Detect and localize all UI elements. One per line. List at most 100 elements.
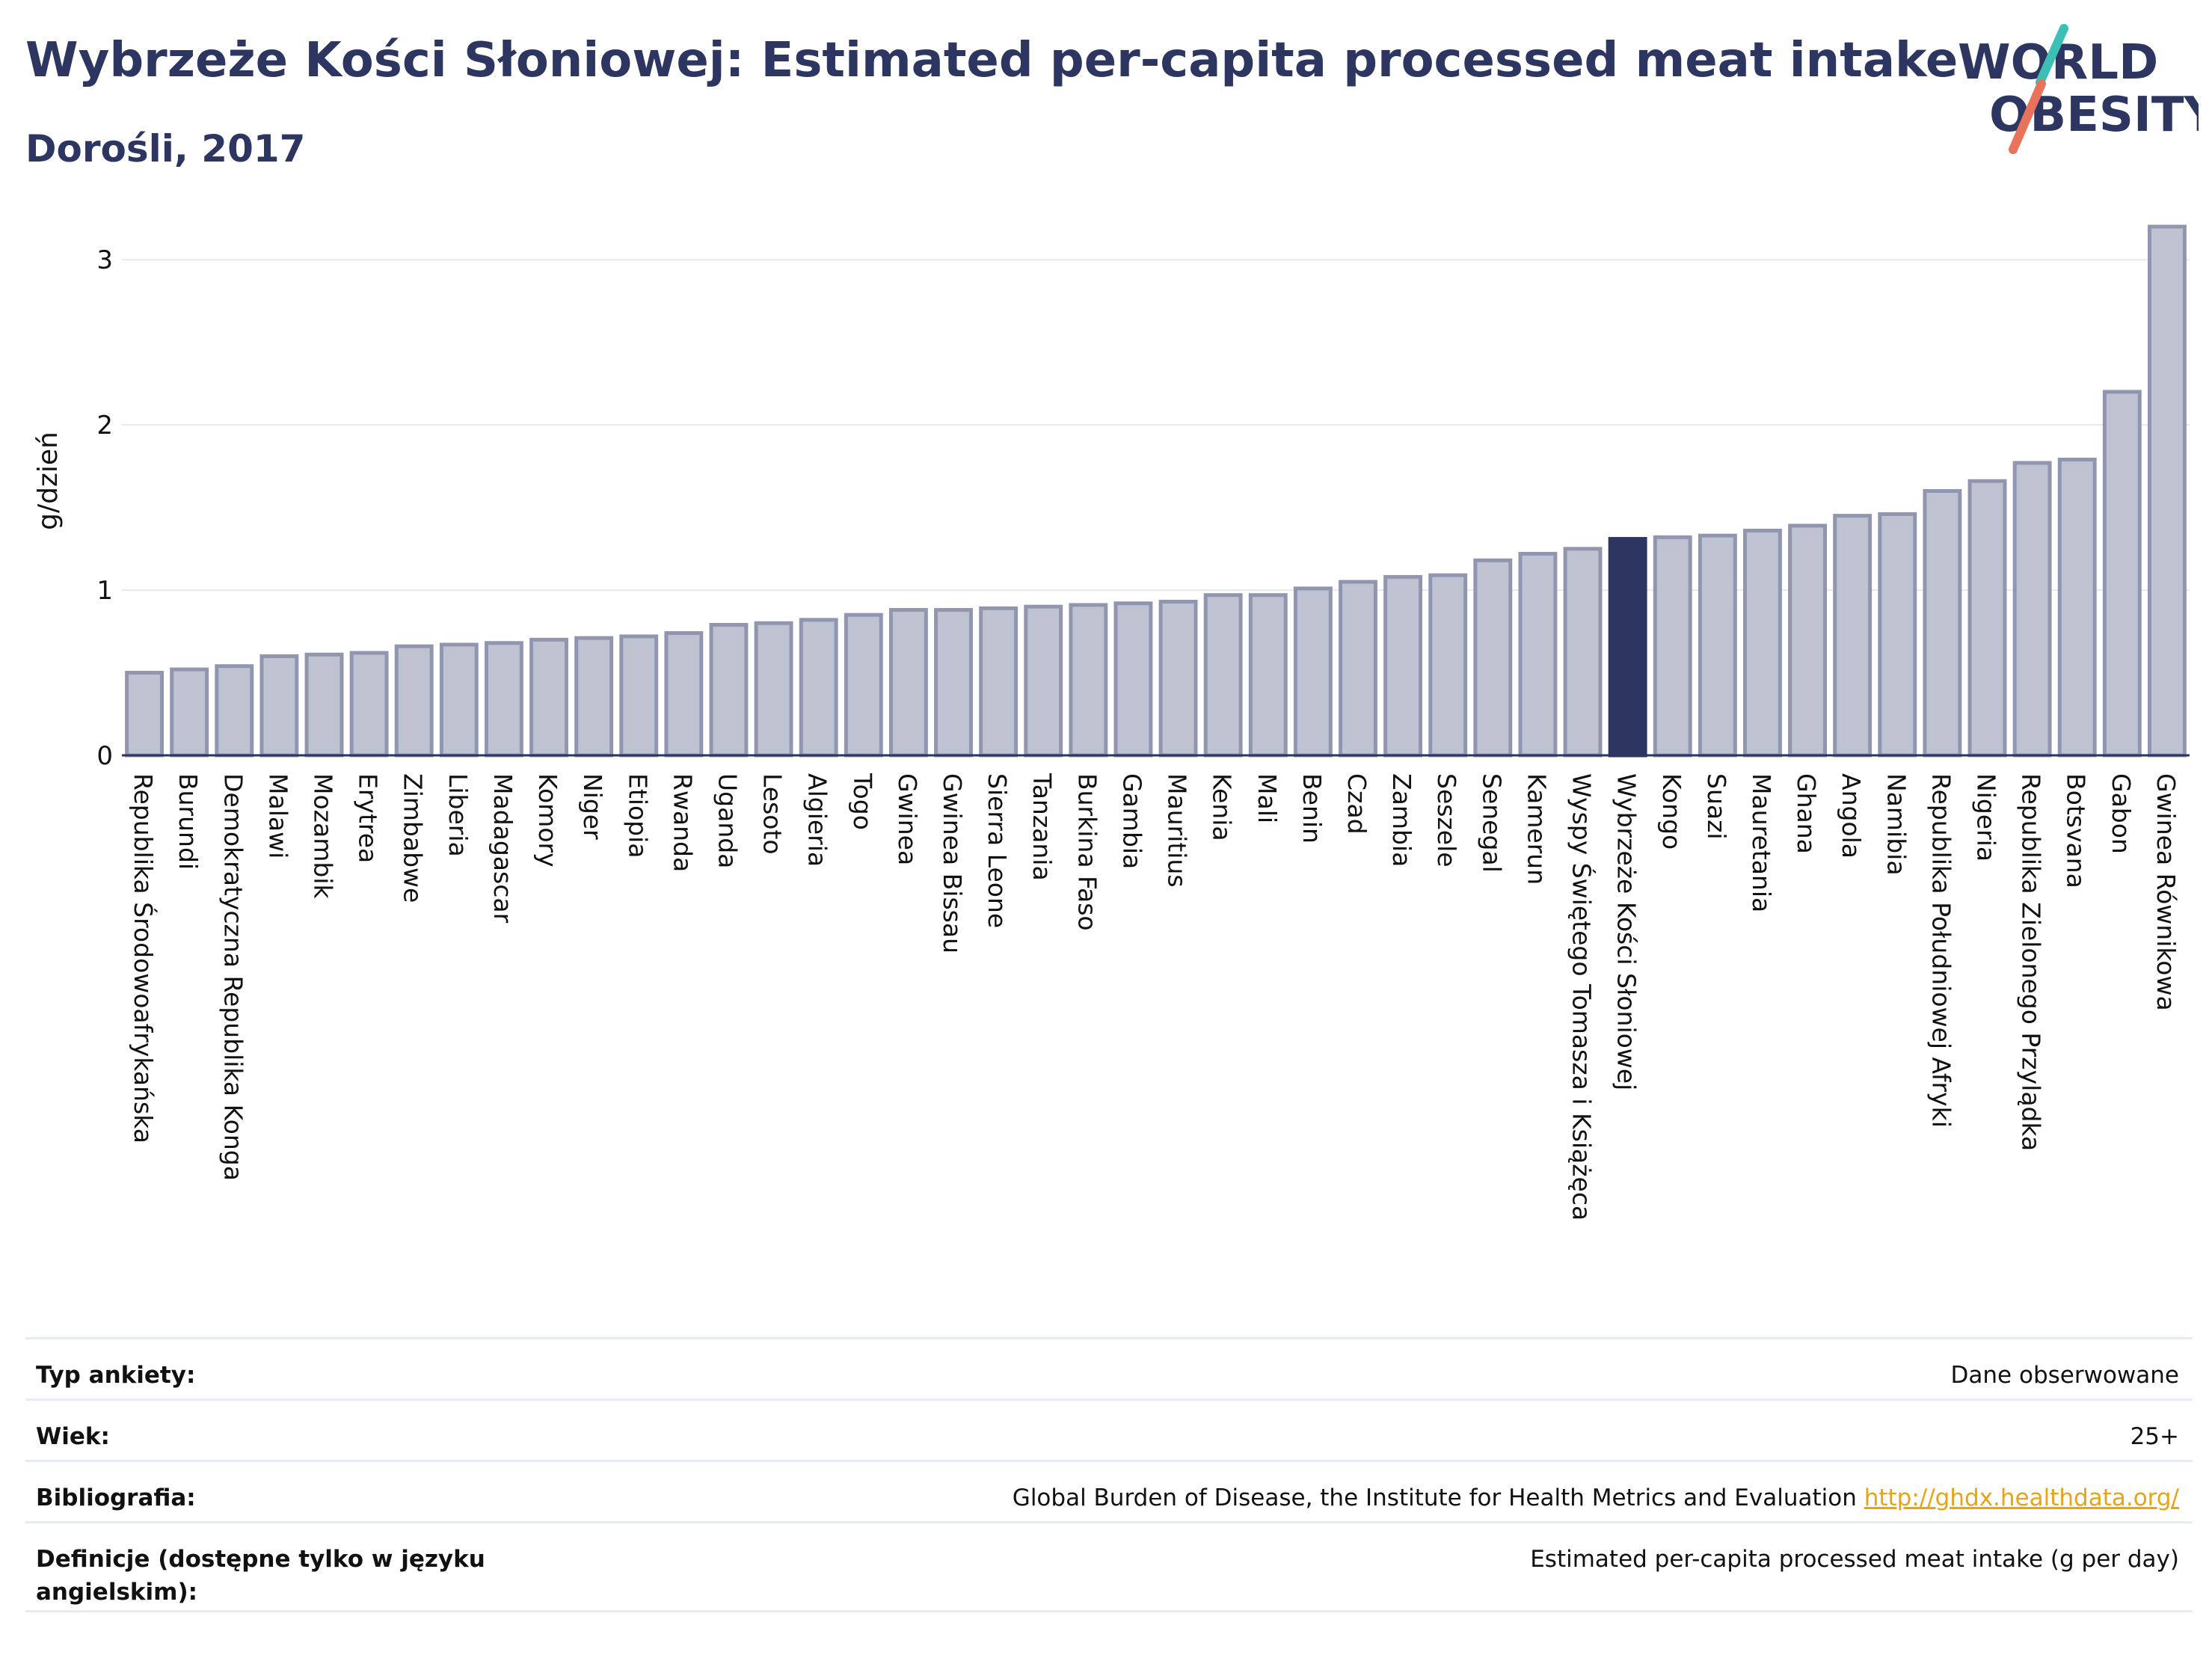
info-label: Typ ankiety:: [36, 1362, 196, 1389]
x-tick-label: Republika Zielonego Przylądka: [2017, 773, 2046, 1151]
bar-0: [125, 671, 164, 758]
info-value-text: 25+: [2130, 1423, 2179, 1450]
x-tick-label: Komory: [533, 773, 562, 868]
bar-44: [2102, 390, 2142, 758]
y-tick-label: 3: [96, 245, 113, 275]
x-tick-label: Rwanda: [668, 773, 697, 872]
info-label: Definicje (dostępne tylko w języku angie…: [36, 1546, 485, 1606]
bar-32: [1563, 547, 1603, 758]
bar-26: [1293, 586, 1333, 758]
x-tick-label: Zambia: [1387, 773, 1416, 867]
bar-45: [2148, 224, 2187, 758]
x-tick-label: Liberia: [443, 773, 473, 857]
bar-22: [1113, 601, 1153, 758]
bar-6: [394, 644, 434, 758]
bar-9: [529, 637, 568, 758]
x-tick-label: Gwinea Równikowa: [2151, 773, 2181, 1011]
x-tick-label: Kongo: [1657, 773, 1686, 850]
x-tick-label: Sierra Leone: [983, 773, 1012, 928]
bar-15: [799, 618, 838, 758]
bar-28: [1383, 574, 1423, 758]
x-tick-label: Wyspy Świętego Tomasza i Książęca: [1567, 773, 1597, 1220]
info-value-text: Estimated per-capita processed meat inta…: [1530, 1546, 2179, 1573]
bar-34: [1653, 535, 1692, 758]
x-tick-label: Gambia: [1117, 773, 1146, 869]
info-label: Wiek:: [36, 1423, 110, 1450]
bar-27: [1339, 580, 1377, 758]
x-tick-label: Niger: [578, 773, 607, 840]
x-tick-label: Algieria: [803, 773, 832, 867]
bar-7: [439, 642, 479, 758]
bar-4: [304, 652, 344, 758]
x-tick-label: Czad: [1342, 773, 1371, 835]
info-table: Typ ankiety: Dane obserwowane Wiek: 25+ Bibl…: [25, 1337, 2193, 1612]
x-tick-label: Tanzania: [1027, 773, 1057, 881]
bar-40: [1923, 489, 1962, 758]
bar-18: [934, 608, 973, 758]
y-tick-label: 2: [96, 411, 113, 440]
info-value: Estimated per-capita processed meat inta…: [1530, 1543, 2179, 1576]
bar-43: [2057, 458, 2097, 758]
x-tick-label: Senegal: [1477, 773, 1506, 873]
x-tick-label: Wybrzeże Kości Słoniowej: [1612, 773, 1641, 1090]
bar-10: [574, 636, 614, 758]
x-tick-label: Namibia: [1881, 773, 1911, 876]
info-row: Bibliografia: Global Burden of Disease, t…: [25, 1460, 2193, 1521]
bar-29: [1428, 573, 1468, 758]
bar-14: [754, 621, 793, 758]
bar-13: [709, 622, 749, 758]
x-tick-label: Demokratyczna Republika Konga: [218, 773, 248, 1181]
bar-25: [1248, 593, 1288, 758]
info-value: Dane obserwowane: [1951, 1359, 2179, 1392]
x-tick-label: Ghana: [1792, 773, 1821, 854]
bar-17: [888, 608, 928, 758]
info-value-text: Dane obserwowane: [1950, 1362, 2179, 1389]
bar-21: [1069, 603, 1108, 758]
x-tick-label: Republika Południowej Afryki: [1926, 773, 1956, 1128]
x-tick-label: Malawi: [263, 773, 292, 859]
x-tick-label: Botsvana: [2062, 773, 2091, 888]
bar-39: [1878, 512, 1917, 758]
bar-20: [1024, 604, 1063, 758]
x-tick-label: Burkina Faso: [1072, 773, 1102, 931]
source-link[interactable]: http://ghdx.healthdata.org/: [1864, 1484, 2179, 1511]
info-value: 25+: [2130, 1420, 2179, 1453]
bar-31: [1518, 551, 1558, 758]
x-tick-label: Mauritius: [1163, 773, 1192, 888]
bar-30: [1473, 558, 1513, 758]
x-tick-label: Benin: [1297, 773, 1327, 844]
y-tick-label: 0: [96, 741, 113, 771]
info-value: Global Burden of Disease, the Institute …: [1013, 1481, 2179, 1514]
x-tick-label: Nigeria: [1972, 773, 2001, 862]
y-tick-label: 1: [96, 576, 113, 606]
bar-33: [1608, 537, 1647, 758]
bar-35: [1698, 533, 1737, 758]
bar-12: [664, 631, 704, 758]
x-tick-label: Gwinea Bissau: [938, 773, 967, 954]
x-tick-label: Angola: [1837, 773, 1866, 859]
logo-slash-coral: [2009, 79, 2046, 154]
chart-subtitle: Dorośli, 2017: [25, 127, 306, 171]
bar-11: [619, 634, 659, 758]
bar-8: [484, 641, 523, 758]
bar-2: [215, 664, 254, 758]
bar-1: [170, 667, 209, 758]
world-obesity-logo: WORLD OBESITY: [1958, 24, 2199, 154]
y-axis-label: g/dzień: [33, 432, 64, 530]
x-tick-label: Etiopia: [623, 773, 652, 859]
bar-chart: 0 1 2 3 Republika Środowoafrykańska Burundi De…: [33, 224, 2190, 1220]
logo-slash-teal: [2036, 24, 2068, 87]
bar-41: [1967, 479, 2007, 758]
x-tick-label: Lesoto: [758, 773, 787, 855]
info-row: Definicje (dostępne tylko w języku angie…: [25, 1521, 2193, 1612]
bar-5: [349, 651, 389, 758]
x-tick-label: Mauretania: [1747, 773, 1776, 912]
x-tick-label: Kamerun: [1522, 773, 1551, 885]
chart-title: Wybrzeże Kości Słoniowej: Estimated per-…: [25, 33, 1958, 88]
bar-37: [1788, 523, 1828, 758]
x-tick-label: Gwinea: [893, 773, 922, 865]
axes: 0 1 2 3 Republika Środowoafrykańska Burundi De…: [96, 245, 2190, 1220]
bar-38: [1833, 514, 1872, 758]
info-row: Wiek: 25+: [25, 1398, 2193, 1460]
bar-16: [844, 612, 883, 758]
